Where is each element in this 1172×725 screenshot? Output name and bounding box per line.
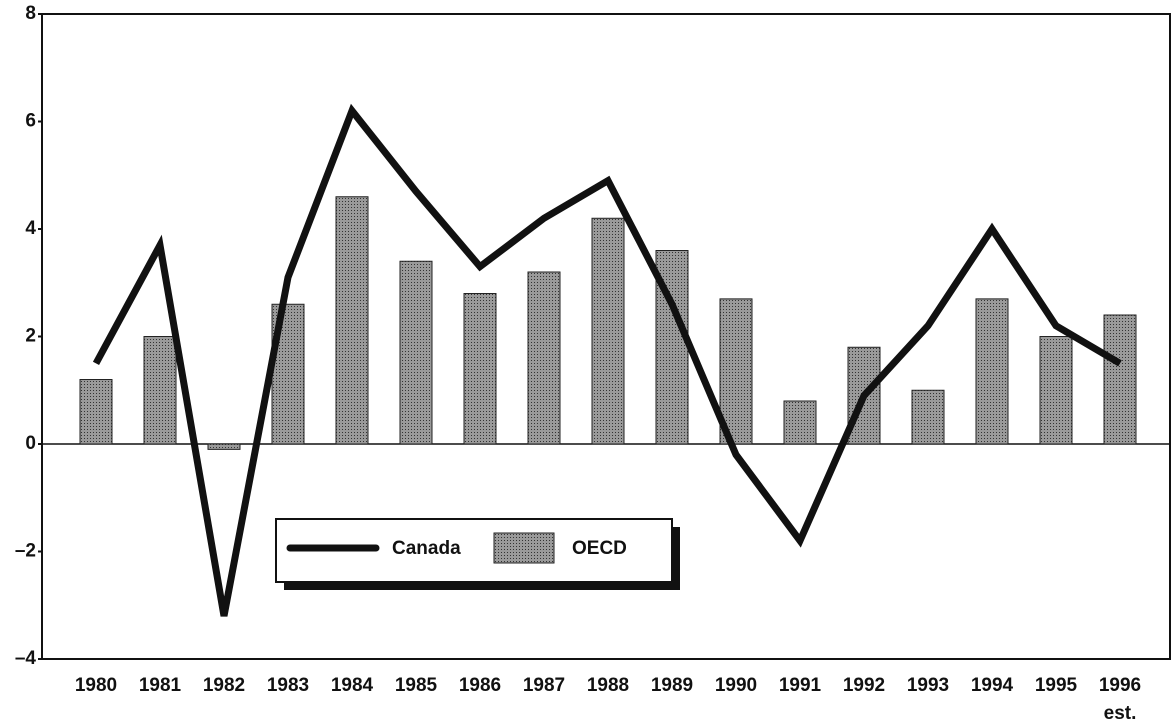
bar	[527, 271, 561, 445]
bar	[399, 260, 433, 445]
y-tick-label: –2	[15, 541, 36, 562]
x-tick-label: 1993	[907, 675, 949, 696]
bar	[591, 217, 625, 445]
bar	[207, 443, 241, 450]
legend-label: Canada	[392, 538, 461, 559]
x-tick-label: 1983	[267, 675, 309, 696]
y-tick-label: 4	[25, 218, 36, 239]
bar	[911, 389, 945, 445]
bar	[79, 379, 113, 445]
y-tick-label: 8	[25, 3, 36, 24]
x-tick-label: 1984	[331, 675, 374, 696]
bar	[143, 336, 177, 445]
plot-frame	[41, 13, 1171, 660]
y-tick-label: 0	[25, 433, 36, 454]
x-tick-label: 1988	[587, 675, 629, 696]
x-tick-label: 1981	[139, 675, 182, 696]
bar	[335, 196, 369, 445]
y-tick-label: 2	[25, 326, 36, 347]
x-tick-label: 1985	[395, 675, 438, 696]
x-tick-label: 1992	[843, 675, 885, 696]
y-tick-label: –4	[15, 648, 37, 669]
x-tick-label: 1987	[523, 675, 565, 696]
legend-swatch	[493, 532, 555, 564]
line	[92, 103, 1122, 617]
bar	[1103, 314, 1137, 445]
x-tick-label: 1996	[1099, 675, 1141, 696]
annotation: est.	[1104, 703, 1137, 724]
bar	[463, 293, 497, 445]
bar	[719, 298, 753, 445]
x-tick-label: 1982	[203, 675, 245, 696]
bar	[975, 298, 1009, 445]
x-tick-label: 1995	[1035, 675, 1078, 696]
y-tick-label: 6	[25, 111, 36, 132]
x-tick-label: 1991	[779, 675, 822, 696]
x-tick-label: 1980	[75, 675, 117, 696]
bar	[783, 400, 817, 445]
x-tick-label: 1986	[459, 675, 501, 696]
x-tick-label: 1994	[971, 675, 1014, 696]
legend-label: OECD	[572, 538, 627, 559]
x-tick-label: 1989	[651, 675, 693, 696]
x-tick-label: 1990	[715, 675, 757, 696]
bar	[1039, 336, 1073, 445]
